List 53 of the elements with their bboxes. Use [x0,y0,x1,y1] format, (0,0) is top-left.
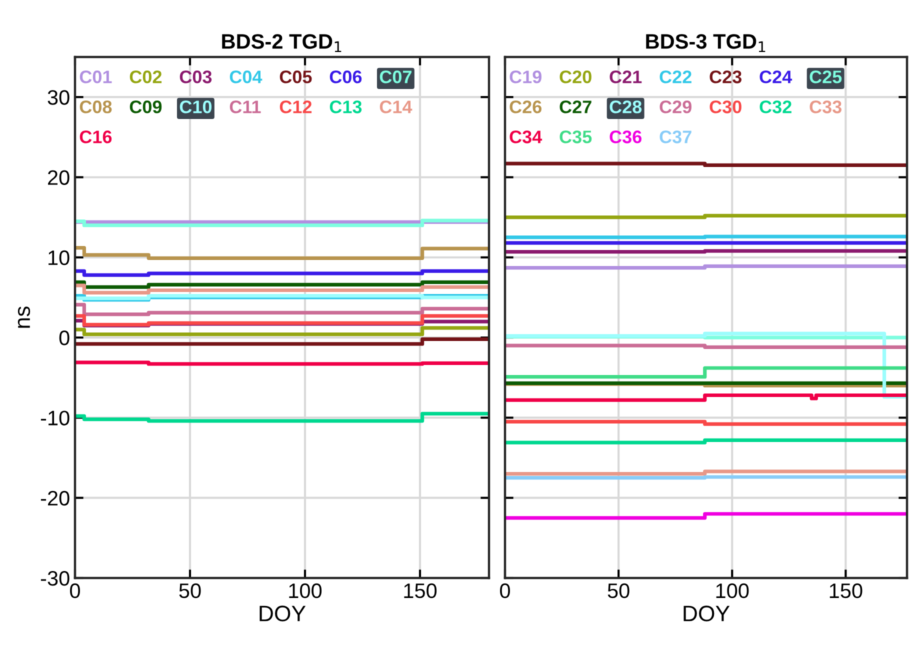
text: C03 [180,70,212,84]
text: C04 [230,70,262,84]
text: C05 [280,70,312,84]
text: C24 [760,70,792,84]
text: C23 [710,70,742,84]
text: C07 [380,70,412,84]
y-tick-label: 30 [48,90,70,105]
text: C06 [330,70,362,84]
x-tick-label: 50 [608,583,630,598]
text: C30 [710,100,742,114]
chart-title: BDS-2 TGD$_{1}$ [222,34,342,52]
text: C20 [560,70,592,84]
y-tick-label: 0 [59,330,70,346]
text: C08 [80,100,112,114]
text: C16 [80,130,112,144]
x-tick-label: 100 [289,583,322,598]
text: C10 [180,100,212,114]
y-tick-label: -20 [40,490,70,506]
x-tick-label: 0 [500,583,510,598]
text: C32 [760,100,792,114]
text: C09 [130,100,162,114]
text: C02 [130,70,162,84]
y-tick-label: -30 [40,571,70,586]
text: C11 [230,100,261,114]
x-tick-label: 0 [70,583,80,598]
text: C01 [80,70,112,84]
x-tick-label: 150 [830,583,862,598]
text: C34 [510,130,542,144]
text: C29 [660,100,692,114]
text: C28 [610,100,642,114]
text: C21 [610,70,642,84]
x-tick-label: 100 [716,583,749,598]
text: C14 [380,100,412,114]
y-tick-label: -10 [40,410,70,426]
x-axis-title: DOY [684,606,730,622]
y-tick-label: 20 [48,170,70,185]
text: C35 [560,130,592,144]
text: C27 [560,100,592,114]
text: C25 [810,70,842,84]
text: C22 [660,70,692,84]
y-axis-title: ns [18,306,30,328]
text: C13 [330,100,362,114]
y-tick-label: 10 [48,250,70,266]
x-tick-label: 50 [179,583,201,598]
text: C36 [610,130,642,144]
x-axis-title: DOY [260,606,306,622]
text: C12 [280,100,312,114]
text: C26 [510,100,542,114]
chart-title: BDS-3 TGD$_{1}$ [646,34,766,52]
text: C19 [510,70,542,84]
text: C33 [810,100,842,114]
x-tick-label: 150 [404,583,437,598]
text: C37 [660,130,692,144]
